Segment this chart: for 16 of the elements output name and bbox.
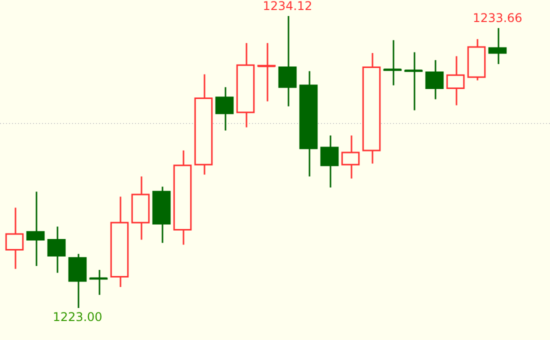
candlestick — [68, 253, 87, 309]
annotation: 1234.12 — [262, 0, 312, 14]
candlestick — [5, 206, 24, 270]
candlestick — [215, 86, 234, 132]
candlestick — [47, 226, 66, 274]
candlestick — [488, 27, 507, 65]
candlestick — [383, 39, 402, 86]
candlestick — [446, 55, 465, 106]
candlestick — [404, 51, 423, 112]
candlestick — [278, 15, 297, 108]
annotation: 1223.00 — [52, 310, 102, 324]
candlestick — [26, 190, 45, 267]
candlestick — [341, 134, 360, 180]
candlestick — [425, 59, 444, 100]
candlestick — [320, 134, 339, 188]
annotation: 1233.66 — [472, 11, 522, 26]
